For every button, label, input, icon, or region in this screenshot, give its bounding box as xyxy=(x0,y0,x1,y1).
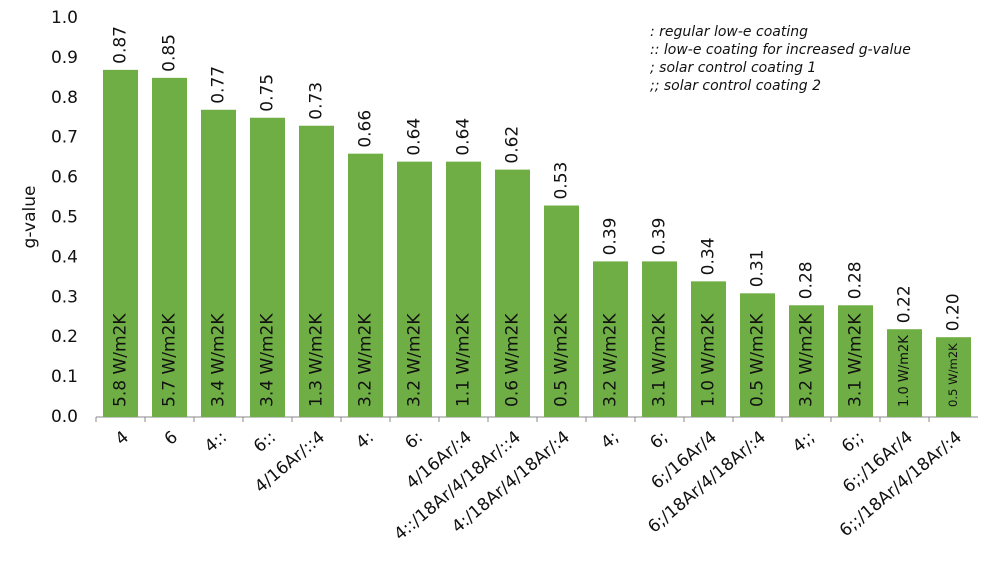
bar xyxy=(740,293,775,417)
y-tick-label: 0.7 xyxy=(51,128,78,148)
bar-label: 3.2 W/m2K xyxy=(797,313,817,407)
bar-label: 0.5 W/m2K xyxy=(946,343,960,407)
y-tick-label: 0.3 xyxy=(51,287,78,307)
value-label: 0.53 xyxy=(552,162,572,200)
bar-label: 0.5 W/m2K xyxy=(748,313,768,407)
bar xyxy=(887,329,922,417)
annotation: : regular low-e coating xyxy=(650,24,808,40)
annotation: ;; solar control coating 2 xyxy=(650,78,821,94)
value-label: 0.77 xyxy=(209,66,229,104)
value-label: 0.85 xyxy=(160,34,180,72)
bar-label: 1.3 W/m2K xyxy=(307,313,327,407)
value-label: 0.28 xyxy=(797,261,817,299)
annotation: ; solar control coating 1 xyxy=(650,60,816,76)
bar-label: 3.4 W/m2K xyxy=(209,313,229,407)
x-tick-label: 6 xyxy=(161,427,182,449)
value-label: 0.64 xyxy=(405,118,425,156)
bar xyxy=(250,117,285,417)
bar-label: 3.2 W/m2K xyxy=(356,313,376,407)
x-tick-label: 6: xyxy=(401,427,427,453)
value-label: 0.28 xyxy=(846,261,866,299)
value-label: 0.87 xyxy=(111,26,131,64)
bar-label: 3.1 W/m2K xyxy=(650,313,670,407)
y-tick-label: 0.2 xyxy=(51,327,78,347)
bar xyxy=(201,109,236,418)
bar-label: 3.1 W/m2K xyxy=(846,313,866,407)
y-tick-label: 0.8 xyxy=(51,88,78,108)
value-label: 0.64 xyxy=(454,118,474,156)
bar-label: 3.2 W/m2K xyxy=(601,313,621,407)
bar-label: 1.1 W/m2K xyxy=(454,313,474,407)
y-tick-label: 0.9 xyxy=(51,48,78,68)
value-label: 0.31 xyxy=(748,249,768,287)
bar xyxy=(446,161,481,417)
y-tick-label: 0.1 xyxy=(51,367,78,387)
bar xyxy=(495,169,530,417)
x-tick-label: 4 xyxy=(112,427,133,449)
bar-label: 0.5 W/m2K xyxy=(552,313,572,407)
bar xyxy=(544,205,579,417)
bar xyxy=(789,305,824,417)
value-label: 0.39 xyxy=(650,218,670,256)
bar xyxy=(348,153,383,417)
value-label: 0.62 xyxy=(503,126,523,164)
bar xyxy=(691,281,726,417)
x-tick-label: 4: xyxy=(352,427,378,453)
bar-label: 5.7 W/m2K xyxy=(160,313,180,407)
bar xyxy=(152,77,187,417)
value-label: 0.20 xyxy=(944,293,964,331)
x-tick-label: 6; xyxy=(646,427,672,453)
x-tick-label: 6:: xyxy=(250,427,280,457)
x-tick-label: 4;; xyxy=(789,427,819,457)
bar-label: 1.0 W/m2K xyxy=(897,335,912,407)
bar xyxy=(299,125,334,417)
y-axis-label: g-value xyxy=(20,186,40,249)
value-label: 0.34 xyxy=(699,237,719,275)
bar xyxy=(397,161,432,417)
bar xyxy=(642,261,677,417)
bar xyxy=(936,337,971,417)
value-label: 0.75 xyxy=(258,74,278,112)
x-tick-label: 6;; xyxy=(838,427,868,457)
bar-label: 3.2 W/m2K xyxy=(405,313,425,407)
bar xyxy=(103,69,138,418)
value-label: 0.73 xyxy=(307,82,327,120)
y-tick-label: 0.6 xyxy=(51,168,78,188)
y-tick-label: 1.0 xyxy=(51,8,78,28)
y-tick-label: 0.5 xyxy=(51,208,78,228)
bar-label: 1.0 W/m2K xyxy=(699,313,719,407)
value-label: 0.66 xyxy=(356,110,376,148)
value-label: 0.22 xyxy=(895,285,915,323)
y-tick-label: 0.0 xyxy=(51,407,78,427)
bar xyxy=(838,305,873,417)
annotation: :: low-e coating for increased g-value xyxy=(650,42,911,58)
x-tick-label: 4:: xyxy=(201,427,231,457)
x-tick-label: 4; xyxy=(597,427,623,453)
value-label: 0.39 xyxy=(601,218,621,256)
bar-label: 3.4 W/m2K xyxy=(258,313,278,407)
y-tick-label: 0.4 xyxy=(51,247,78,267)
bar xyxy=(593,261,628,417)
bar-label: 5.8 W/m2K xyxy=(111,313,131,407)
bar-label: 0.6 W/m2K xyxy=(503,313,523,407)
